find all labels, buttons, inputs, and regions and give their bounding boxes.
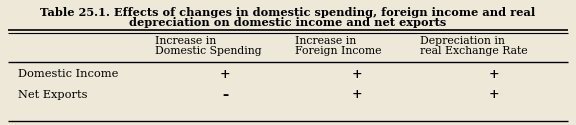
Text: –: – bbox=[222, 88, 228, 102]
Text: Net Exports: Net Exports bbox=[18, 90, 88, 100]
Text: Increase in: Increase in bbox=[155, 36, 216, 46]
Text: Domestic Spending: Domestic Spending bbox=[155, 46, 262, 56]
Text: Increase in: Increase in bbox=[295, 36, 356, 46]
Text: Table 25.1. Effects of changes in domestic spending, foreign income and real: Table 25.1. Effects of changes in domest… bbox=[40, 7, 536, 18]
Text: +: + bbox=[352, 68, 362, 80]
Text: depreciation on domestic income and net exports: depreciation on domestic income and net … bbox=[130, 17, 446, 28]
Text: +: + bbox=[488, 88, 499, 102]
Text: +: + bbox=[488, 68, 499, 80]
Text: Foreign Income: Foreign Income bbox=[295, 46, 381, 56]
Text: +: + bbox=[219, 68, 230, 80]
Text: Depreciation in: Depreciation in bbox=[420, 36, 505, 46]
Text: +: + bbox=[352, 88, 362, 102]
Text: Domestic Income: Domestic Income bbox=[18, 69, 119, 79]
Text: real Exchange Rate: real Exchange Rate bbox=[420, 46, 528, 56]
